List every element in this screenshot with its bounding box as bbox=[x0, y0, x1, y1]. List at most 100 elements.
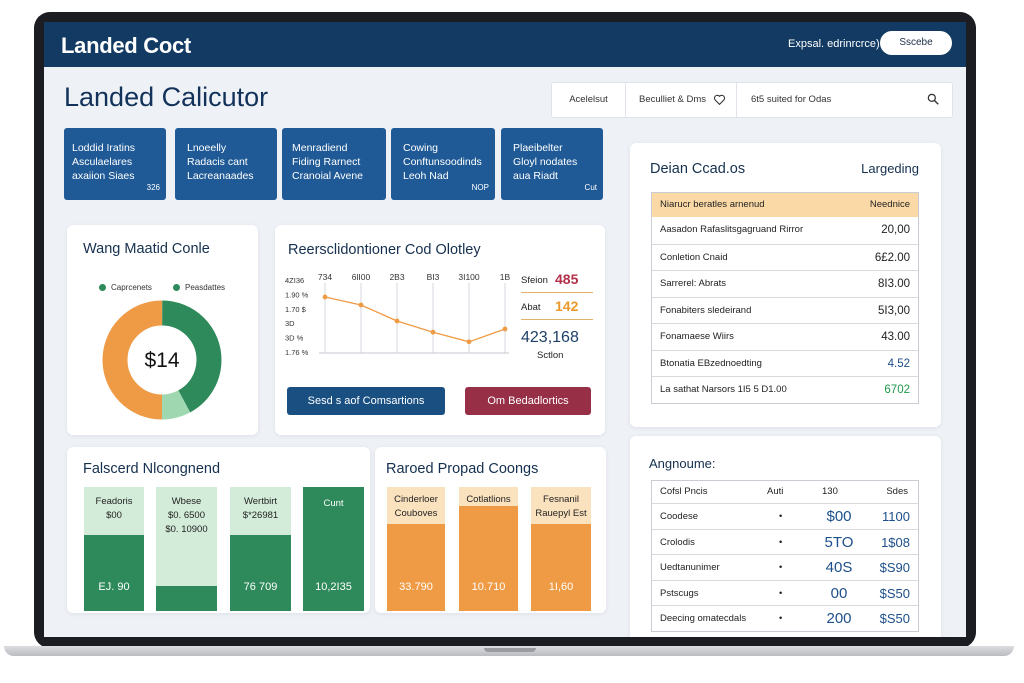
summary-tile[interactable]: Loddid Iratins Asculaelares axaiion Siae… bbox=[64, 128, 166, 200]
tile-line: Asculaelares bbox=[72, 156, 133, 168]
filter-select[interactable]: Acelelsut bbox=[552, 83, 626, 117]
mini-table-row[interactable]: Deecing omatecdals • 200 $S50 bbox=[652, 605, 918, 632]
bar-fill bbox=[303, 487, 364, 611]
table-row[interactable]: Btonatia EBzednoedting 4.52 bbox=[652, 349, 918, 378]
app-brand[interactable]: Landed Coct bbox=[61, 33, 191, 58]
comparisons-button[interactable]: Sesd s aof Comsartions bbox=[287, 387, 445, 415]
stat-label: Abat bbox=[521, 302, 541, 313]
search-icon[interactable] bbox=[926, 92, 940, 106]
y-tick-label: 3D bbox=[285, 319, 295, 328]
bar-label-line: Feadoris bbox=[95, 496, 133, 507]
row-label: Fonamaese Wiirs bbox=[660, 331, 734, 342]
tile-line: Gloyl nodates bbox=[513, 156, 578, 168]
data-point[interactable] bbox=[430, 329, 436, 335]
donut-center-value: $14 bbox=[144, 349, 179, 372]
stacked-bar[interactable]: Wertbirt $*26981 76 709 bbox=[230, 487, 291, 611]
table-row[interactable]: Fonamaese Wiirs 43.00 bbox=[652, 323, 918, 351]
data-point[interactable] bbox=[394, 318, 400, 324]
line-chart: 734 6lI00 2B3 BI3 3I100 1B 4ZI36 1.90 % 1.70 $ 3D… bbox=[285, 272, 511, 357]
line-card-title: Reersclidontioner Cod Olotley bbox=[288, 242, 481, 258]
mini-cell-mid: 00 bbox=[830, 584, 848, 602]
legend-label: Peasdattes bbox=[185, 283, 226, 292]
bar-label-line: Cunt bbox=[323, 498, 344, 509]
mini-card: Angnoume: Cofsl Pncis Auti 130 Sdes Cood… bbox=[630, 436, 941, 637]
legend-item: Peasdattes bbox=[173, 283, 225, 292]
bar-fill bbox=[230, 535, 291, 611]
donut-card: Wang Maatid Conle Caprcenets Peasdattes … bbox=[67, 225, 258, 435]
donut-segment-lightgreen[interactable] bbox=[102, 300, 222, 420]
data-point[interactable] bbox=[358, 302, 364, 308]
row-label: Aasadon Rafaslitsgagruand Rirror bbox=[660, 224, 804, 235]
stacked-bar[interactable]: Cinderloer Couboves 33.790 bbox=[387, 487, 445, 611]
y-tick-label: 1.76 % bbox=[285, 348, 309, 357]
donut-chart: $14 bbox=[102, 300, 222, 420]
stacked-bar[interactable]: Cotlatlions 10.710 bbox=[459, 487, 518, 611]
mini-cell-dot: • bbox=[779, 587, 783, 599]
bar-label: Cinderloer Couboves bbox=[387, 493, 445, 521]
donut-segment-green[interactable] bbox=[102, 300, 222, 420]
summary-tile[interactable]: Cowing Conftunsoodinds Leoh Nad NOP bbox=[391, 128, 495, 200]
search-placeholder: 6t5 suited for Odas bbox=[751, 94, 832, 105]
y-tick-label: 3D % bbox=[285, 334, 304, 343]
mini-cell-dot: • bbox=[779, 536, 783, 548]
top-button[interactable]: Sscebe bbox=[880, 31, 952, 55]
bar-value: EJ. 90 bbox=[98, 581, 130, 593]
tile-line: Conftunsoodinds bbox=[403, 156, 482, 168]
mini-cell-mid: 40S bbox=[825, 559, 853, 576]
bar-label: Cunt bbox=[303, 497, 364, 511]
table-row[interactable]: Conletion Cnaid 6£2.00 bbox=[652, 243, 918, 272]
green-card-title: Falscerd Nlcongnend bbox=[83, 461, 221, 477]
bar-label: Wertbirt $*26981 bbox=[230, 495, 291, 523]
data-point[interactable] bbox=[322, 294, 328, 300]
mini-table-row[interactable]: Crolodis • 5TO 1$08 bbox=[652, 528, 918, 556]
bar-value: 10,2I35 bbox=[315, 581, 352, 593]
stacked-bar[interactable]: Feadoris $00 EJ. 90 bbox=[84, 487, 144, 611]
filter-favorites[interactable]: Beculliet & Dms bbox=[625, 83, 737, 117]
bar-label: Cotlatlions bbox=[459, 493, 518, 507]
mini-cell-right: $S50 bbox=[879, 585, 910, 601]
search-input[interactable]: 6t5 suited for Odas bbox=[737, 83, 952, 117]
bar-value: 76 709 bbox=[243, 581, 278, 593]
stacked-bar[interactable]: Cunt 10,2I35 bbox=[303, 487, 364, 611]
summary-tile[interactable]: Lnoeelly Radacis cant Lacreanaades bbox=[175, 128, 277, 200]
stacked-bar[interactable]: Wbese $0. 6500 $0. 10900 bbox=[156, 487, 217, 611]
orange-bars-card: Raroed Propad Coongs Cinderloer Couboves … bbox=[375, 447, 606, 613]
analytics-button[interactable]: Om Bedadlortics bbox=[465, 387, 591, 415]
table-row[interactable]: Fonabiters sledeirand 5I3,00 bbox=[652, 296, 918, 325]
tile-line: Plaeibelter bbox=[513, 142, 563, 154]
detail-card: Deian Ccad.os Largeding Niarucr beratles… bbox=[630, 143, 941, 427]
bar-fill bbox=[459, 505, 518, 611]
legend-item: Caprcenets bbox=[99, 283, 152, 292]
big-value: 423,168 bbox=[521, 329, 579, 346]
x-tick-label: BI3 bbox=[427, 272, 440, 282]
x-tick-label: 734 bbox=[318, 272, 332, 282]
mini-table-row[interactable]: Pstscugs • 00 $S50 bbox=[652, 579, 918, 607]
data-point[interactable] bbox=[466, 339, 472, 345]
row-value: 8I3.00 bbox=[878, 278, 910, 290]
mini-cell-dot: • bbox=[779, 613, 783, 624]
mini-cell-mid: 5TO bbox=[824, 533, 854, 551]
stat-divider bbox=[521, 319, 593, 320]
bar-label-line: $0. 10900 bbox=[165, 524, 208, 535]
summary-tile[interactable]: Menradiend Fiding Rarnect Cranoial Avene bbox=[282, 128, 386, 200]
y-tick-label: 1.90 % bbox=[285, 290, 309, 299]
bar-fill bbox=[156, 586, 217, 611]
data-point[interactable] bbox=[502, 326, 508, 332]
table-row[interactable]: Aasadon Rafaslitsgagruand Rirror 20,00 bbox=[652, 217, 918, 244]
table-row[interactable]: La sathat Narsors 1I5 5 D1.00 6702 bbox=[652, 376, 918, 404]
mini-cell-name: Pstscugs bbox=[660, 587, 699, 599]
table-row[interactable]: Sarrerel: Abrats 8I3.00 bbox=[652, 270, 918, 298]
stat-divider bbox=[521, 292, 593, 293]
stacked-bar[interactable]: Fesnanil Rauepyl Est 1I,60 bbox=[531, 487, 591, 611]
x-tick-label: 3I100 bbox=[458, 272, 480, 282]
heart-icon[interactable] bbox=[713, 93, 726, 106]
top-link[interactable]: Expsal. edrinrcrce) bbox=[788, 38, 880, 50]
tile-line: Lacreanaades bbox=[187, 170, 254, 182]
row-value: 6£2.00 bbox=[874, 251, 910, 264]
summary-tile[interactable]: Plaeibelter Gloyl nodates aua Riadt Cut bbox=[501, 128, 603, 200]
mini-cell-name: Coodese bbox=[660, 511, 699, 522]
mini-table-row[interactable]: Uedtanunimer • 40S $S90 bbox=[652, 554, 918, 581]
legend-dot bbox=[173, 284, 180, 292]
mini-table-row[interactable]: Coodese • $00 1100 bbox=[652, 503, 918, 530]
mini-cell-right: 1100 bbox=[882, 509, 910, 524]
